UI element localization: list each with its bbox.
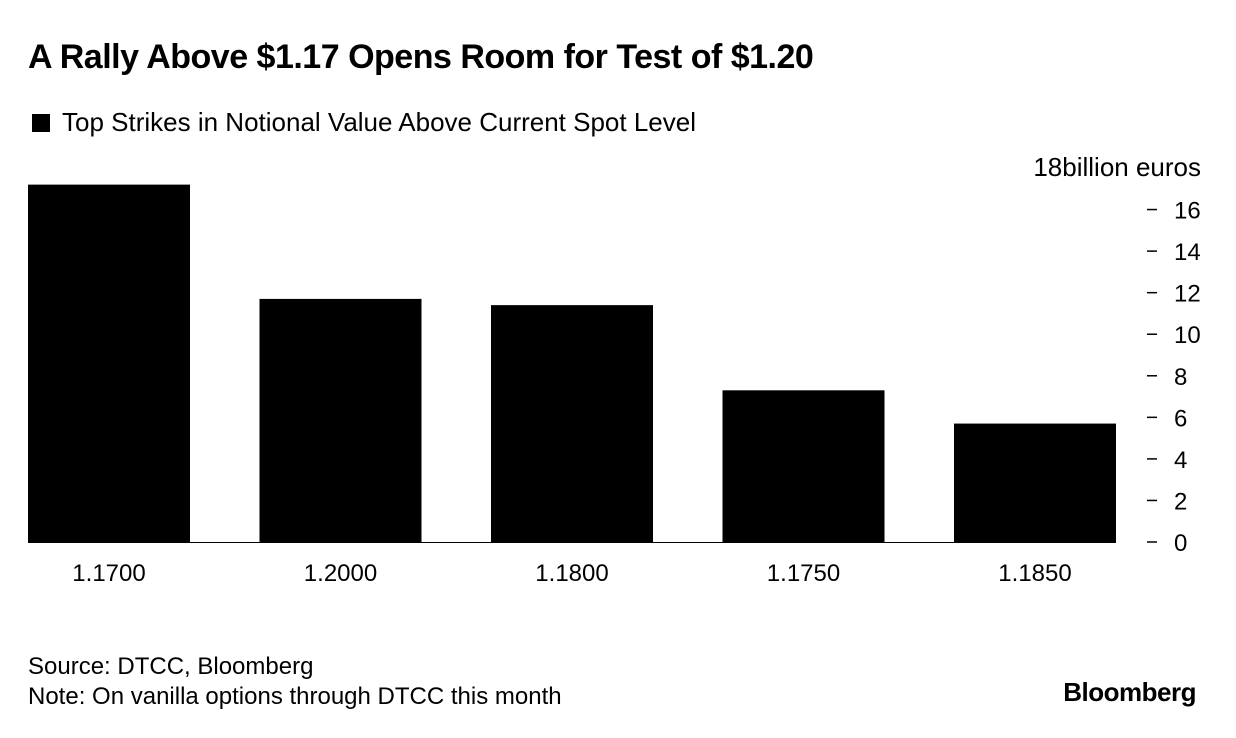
bloomberg-logo: Bloomberg xyxy=(1063,677,1196,707)
bar-1.1700 xyxy=(28,184,190,542)
x-tick-label: 1.1700 xyxy=(72,560,145,587)
y-tick-label: 12 xyxy=(1174,281,1201,308)
bar-1.1850 xyxy=(954,423,1116,542)
y-tick-label: 16 xyxy=(1174,198,1201,225)
x-tick-label: 1.2000 xyxy=(304,560,377,587)
bar-1.2000 xyxy=(259,298,422,542)
y-tick-label: 10 xyxy=(1174,322,1201,349)
y-tick-label: 2 xyxy=(1174,488,1187,515)
chart-title: A Rally Above $1.17 Opens Room for Test … xyxy=(28,38,814,76)
y-tick-label: 0 xyxy=(1174,530,1187,557)
y-axis-unit-label: 18billion euros xyxy=(1033,152,1201,182)
y-tick-label: 8 xyxy=(1174,364,1187,391)
bar-1.1800 xyxy=(491,305,653,542)
x-tick-label: 1.1850 xyxy=(998,560,1071,587)
source-note: Source: DTCC, Bloomberg xyxy=(28,653,314,680)
x-tick-label: 1.1800 xyxy=(535,560,608,587)
y-tick-label: 4 xyxy=(1174,447,1187,474)
footnote: Note: On vanilla options through DTCC th… xyxy=(28,683,562,710)
y-tick-label: 6 xyxy=(1174,405,1187,432)
footer: Source: DTCC, Bloomberg Note: On vanilla… xyxy=(28,652,562,712)
legend-swatch xyxy=(32,113,50,132)
legend: Top Strikes in Notional Value Above Curr… xyxy=(32,107,696,138)
legend-label: Top Strikes in Notional Value Above Curr… xyxy=(62,107,696,137)
y-tick-label: 14 xyxy=(1174,239,1201,266)
x-tick-label: 1.1750 xyxy=(767,560,840,587)
bar-1.1750 xyxy=(722,390,885,542)
